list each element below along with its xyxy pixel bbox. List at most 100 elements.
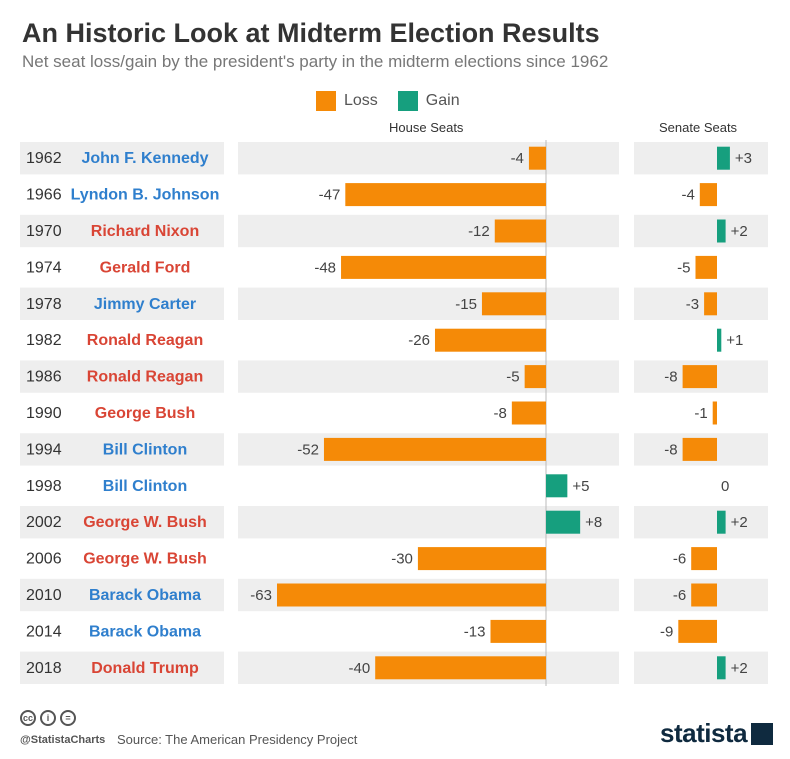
president-name: Gerald Ford — [100, 259, 191, 276]
senate-bar — [682, 437, 717, 461]
legend: Loss Gain — [316, 90, 480, 112]
senate-value-label: -6 — [673, 587, 686, 604]
president-name: Lyndon B. Johnson — [71, 187, 220, 204]
house-value-label: -26 — [408, 332, 430, 349]
legend-gain-label: Gain — [425, 92, 460, 109]
house-value-label: -30 — [391, 551, 413, 568]
president-name: Ronald Reagan — [87, 369, 203, 386]
senate-bar — [691, 547, 717, 571]
legend-loss-swatch — [316, 91, 336, 111]
senate-bar — [682, 365, 717, 389]
senate-value-label: -1 — [694, 405, 707, 422]
senate-value-label: -4 — [681, 187, 694, 204]
row-stripe-label — [20, 360, 224, 393]
house-value-label: -13 — [464, 623, 486, 640]
year-label: 1966 — [26, 187, 62, 204]
row-stripe-label — [20, 578, 224, 612]
row-stripe-house — [238, 142, 619, 175]
source-note: Source: The American Presidency Project — [117, 732, 358, 747]
senate-bar — [717, 656, 726, 680]
senate-bar — [712, 401, 717, 425]
house-value-label: -4 — [511, 150, 524, 167]
row-stripe-senate — [634, 651, 768, 684]
house-value-label: -8 — [493, 405, 506, 422]
year-label: 1974 — [26, 259, 62, 276]
year-label: 2010 — [26, 587, 62, 604]
house-bar — [345, 183, 546, 207]
row-stripe-label — [20, 506, 224, 539]
senate-bar — [699, 183, 717, 207]
year-label: 2006 — [26, 551, 62, 568]
year-label: 2002 — [26, 514, 62, 531]
house-value-label: -52 — [297, 441, 319, 458]
senate-seats-header: Senate Seats — [659, 120, 738, 135]
legend-gain-swatch — [397, 91, 418, 111]
house-bar — [417, 547, 546, 571]
house-bar — [323, 437, 546, 461]
chart-title: An Historic Look at Midterm Election Res… — [22, 18, 600, 48]
year-label: 2014 — [26, 623, 62, 640]
president-name: George W. Bush — [83, 551, 207, 568]
senate-bar — [717, 219, 726, 243]
statista-logo[interactable]: statista — [660, 718, 774, 749]
year-label: 2018 — [26, 660, 62, 677]
senate-bar — [691, 583, 717, 607]
house-seats-header: House Seats — [389, 120, 464, 135]
row-stripe-label — [20, 214, 224, 248]
senate-value-label: -5 — [677, 259, 690, 276]
house-bar — [276, 583, 546, 607]
row-stripe-label — [20, 651, 224, 684]
house-value-label: -47 — [319, 187, 341, 204]
senate-value-label: -8 — [664, 369, 677, 386]
house-value-label: -48 — [314, 259, 336, 276]
senate-value-label: -3 — [686, 296, 699, 313]
row-stripe-label — [20, 142, 224, 175]
senate-bar — [678, 619, 717, 643]
senate-value-label: +2 — [731, 514, 748, 531]
year-label: 1986 — [26, 369, 62, 386]
year-label: 1970 — [26, 223, 62, 240]
president-name: Barack Obama — [89, 587, 201, 604]
president-name: Bill Clinton — [103, 478, 187, 495]
president-name: John F. Kennedy — [81, 150, 208, 167]
senate-bar — [717, 146, 730, 170]
president-name: Ronald Reagan — [87, 332, 203, 349]
president-name: George W. Bush — [83, 514, 207, 531]
house-value-label: +8 — [585, 514, 602, 531]
house-bar — [528, 146, 546, 170]
house-bar — [375, 656, 546, 680]
year-label: 1982 — [26, 332, 62, 349]
statista-handle: @StatistaCharts — [20, 734, 106, 746]
row-stripe-senate — [634, 142, 768, 175]
house-value-label: -40 — [349, 660, 371, 677]
row-stripe-senate — [634, 214, 768, 248]
chart: 1962 John F. Kennedy -4 +3 1966 Lyndon B. Joh… — [20, 140, 768, 686]
senate-value-label: +2 — [731, 660, 748, 677]
license-icons: cc i = — [20, 710, 76, 726]
senate-value-label: -6 — [673, 551, 686, 568]
senate-bar — [695, 255, 717, 279]
president-name: Jimmy Carter — [94, 296, 196, 313]
statista-logo-text: statista — [660, 718, 748, 748]
year-label: 1990 — [26, 405, 62, 422]
legend-loss-label: Loss — [344, 92, 378, 109]
house-value-label: -12 — [468, 223, 490, 240]
president-name: George Bush — [95, 405, 195, 422]
president-name: Donald Trump — [91, 660, 199, 677]
cc-icon: cc — [20, 710, 36, 726]
row-stripe-senate — [634, 287, 768, 320]
no-derivatives-icon: = — [60, 710, 76, 726]
house-bar — [481, 292, 546, 316]
house-bar — [546, 510, 581, 534]
house-bar — [494, 219, 546, 243]
house-value-label: -63 — [250, 587, 272, 604]
house-bar — [511, 401, 546, 425]
year-label: 1998 — [26, 478, 62, 495]
row-stripe-senate — [634, 506, 768, 539]
senate-bar — [717, 328, 722, 352]
house-value-label: -5 — [506, 369, 519, 386]
house-bar — [546, 474, 568, 498]
row-stripe-house — [238, 360, 619, 393]
row-stripe-label — [20, 287, 224, 320]
house-bar — [434, 328, 546, 352]
